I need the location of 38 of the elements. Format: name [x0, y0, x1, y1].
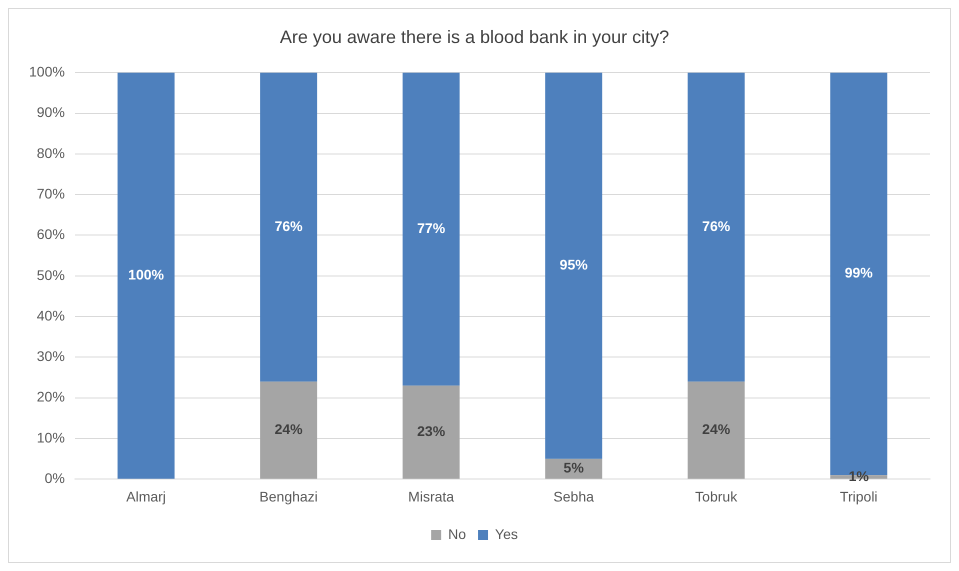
x-tick-label: Benghazi	[259, 488, 318, 504]
data-label: 95%	[560, 256, 588, 273]
bar	[118, 72, 175, 479]
data-label: 77%	[417, 220, 446, 236]
legend-label: No	[448, 526, 466, 542]
y-tick-label: 10%	[36, 429, 65, 446]
bar	[260, 382, 318, 479]
data-label: 99%	[844, 264, 874, 281]
y-tick-label: 30%	[36, 348, 65, 364]
y-tick-label: 50%	[36, 266, 65, 283]
x-tick-label: Tripoli	[840, 488, 878, 504]
x-tick-label: Tobruk	[695, 488, 738, 504]
bar	[688, 382, 745, 479]
y-tick-label: 70%	[36, 185, 65, 202]
bar	[688, 72, 745, 382]
bar	[260, 72, 318, 382]
data-label: 24%	[702, 421, 731, 438]
y-tick-label: 0%	[44, 470, 65, 486]
data-label: 24%	[274, 421, 304, 438]
x-tick-label: Sebha	[553, 488, 594, 504]
y-tick-label: 100%	[28, 63, 65, 80]
bar	[402, 386, 460, 479]
bar	[402, 72, 460, 386]
legend-label: Yes	[495, 526, 518, 542]
chart-title: Are you aware there is a blood bank in your city?	[280, 26, 670, 47]
y-tick-label: 20%	[36, 388, 65, 405]
y-tick-label: 40%	[36, 307, 65, 324]
data-label: 5%	[564, 460, 584, 476]
x-tick-label: Misrata	[408, 488, 454, 504]
bar	[545, 72, 602, 459]
data-label: 76%	[274, 218, 304, 234]
y-tick-label: 60%	[36, 226, 65, 242]
y-tick-label: 80%	[36, 144, 65, 161]
y-tick-label: 90%	[36, 104, 65, 120]
data-label: 100%	[128, 266, 165, 283]
data-label: 76%	[702, 218, 731, 234]
x-tick-label: Almarj	[126, 488, 166, 504]
data-label: 23%	[417, 423, 446, 440]
